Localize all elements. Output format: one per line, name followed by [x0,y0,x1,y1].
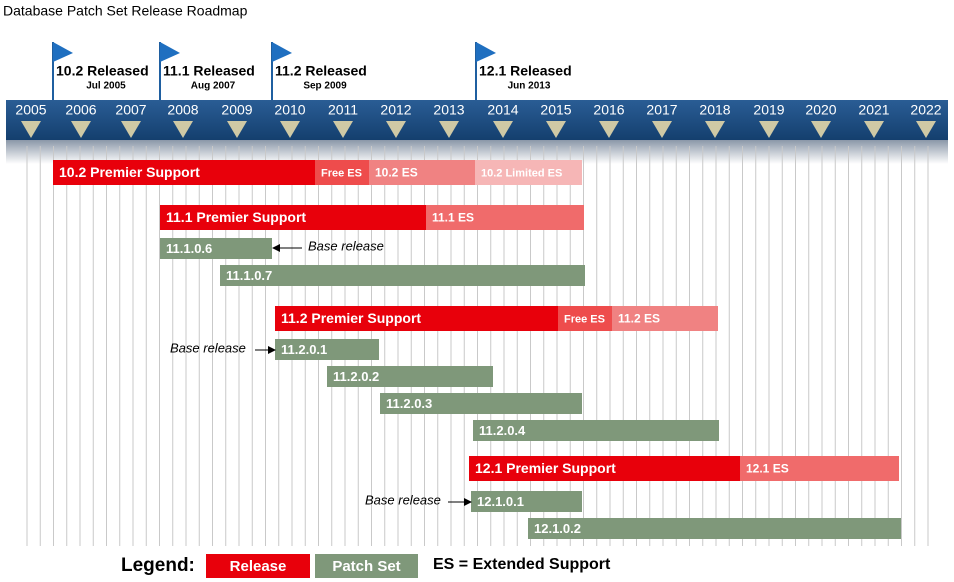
legend-swatch [315,554,418,578]
bar-label: 11.2.0.4 [479,423,526,438]
bar [53,160,315,185]
milestone-label: 11.2 Released [275,63,367,79]
bar-label: Free ES [321,167,362,179]
year-label: 2019 [753,102,784,118]
flag [476,42,496,62]
bar-label: 10.2 Limited ES [481,167,562,179]
year-label: 2012 [380,102,411,118]
bar [220,265,585,286]
milestone-label: 10.2 Released [56,63,149,79]
year-label: 2010 [274,102,305,118]
year-marker [121,121,141,138]
year-marker [811,121,831,138]
year-marker [652,121,672,138]
flag [272,42,292,62]
annotation: Base release [308,238,384,253]
year-marker [21,121,41,138]
flag [53,42,73,62]
year-label: 2011 [328,102,358,118]
bar [471,491,582,512]
milestone-date: Sep 2009 [303,81,347,92]
legend-swatch [206,554,310,578]
bar-label: 11.1.0.6 [166,241,212,256]
bar [558,306,612,331]
year-label: 2018 [699,102,730,118]
year-label: 2006 [65,102,96,118]
year-marker [227,121,247,138]
year-marker [439,121,459,138]
legend-label: Patch Set [332,558,400,575]
bar [160,205,426,230]
bar-label: 12.1.0.1 [477,494,524,509]
year-marker [71,121,91,138]
flag [160,42,180,62]
year-marker [599,121,619,138]
year-label: 2020 [805,102,836,118]
bar-label: 11.1.0.7 [226,268,272,283]
bar [275,339,379,360]
bar [315,160,369,185]
bar [740,456,899,481]
year-label: 2022 [910,102,941,118]
bar-label: 11.2.0.2 [333,369,379,384]
bar-label: 11.2 ES [618,312,660,326]
bar [369,160,475,185]
year-label: 2008 [167,102,198,118]
bar-label: 12.1 Premier Support [475,460,616,476]
year-marker [759,121,779,138]
year-marker [333,121,353,138]
year-marker [173,121,193,138]
year-label: 2009 [221,102,252,118]
annotation: Base release [365,492,441,507]
bar [469,456,740,481]
bar-label: Free ES [564,313,605,325]
milestone-date: Jul 2005 [86,81,126,92]
year-marker [493,121,513,138]
page-title: Database Patch Set Release Roadmap [3,3,248,19]
annotation: Base release [170,340,246,355]
bar-label: 11.2.0.3 [386,396,432,411]
milestone-date: Aug 2007 [191,81,236,92]
year-marker [386,121,406,138]
year-label: 2016 [593,102,624,118]
bar [327,366,493,387]
year-marker [280,121,300,138]
bar-label: 12.1.0.2 [534,521,581,536]
bar-label: 11.1 ES [432,211,474,225]
bar [473,420,719,441]
legend-title: Legend: [121,555,195,576]
year-label: 2015 [540,102,571,118]
bar [612,306,718,331]
milestone-date: Jun 2013 [508,81,551,92]
bar [160,238,272,259]
year-label: 2021 [858,102,889,118]
bar-label: 12.1 ES [746,462,789,476]
bar-label: 11.2.0.1 [281,342,327,357]
year-marker [916,121,936,138]
legend-note: ES = Extended Support [433,556,611,573]
bar-label: 11.2 Premier Support [281,310,421,326]
legend-label: Release [230,558,287,575]
year-marker [546,121,566,138]
milestone-label: 11.1 Released [163,63,255,79]
timeline-band [6,100,948,140]
bar-label: 11.1 Premier Support [166,209,306,225]
bar [275,306,558,331]
bar [380,393,582,414]
year-label: 2014 [487,102,518,118]
content: 2005 2006 2007 2008 2009 2010 2011 2012 2013 2014… [15,42,942,578]
bar-label: 10.2 Premier Support [59,164,200,180]
year-label: 2017 [646,102,677,118]
year-marker [705,121,725,138]
year-marker [864,121,884,138]
year-label: 2013 [433,102,464,118]
milestone-label: 12.1 Released [479,63,572,79]
year-label: 2007 [115,102,146,118]
bar [426,205,584,230]
bar-label: 10.2 ES [375,166,418,180]
bar [528,518,901,539]
year-label: 2005 [15,102,46,118]
bar [475,160,582,185]
